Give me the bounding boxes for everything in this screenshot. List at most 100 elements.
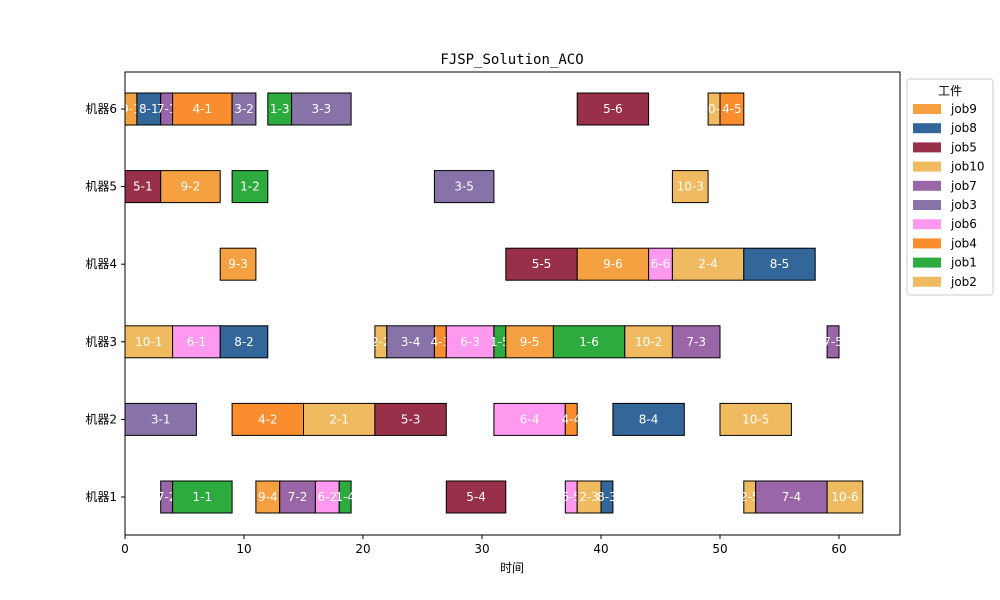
legend-item: job6: [913, 217, 977, 231]
legend-label: job3: [950, 198, 977, 212]
legend: 工件 job9 job8 job5 job10 job7 job3 job6 job4 job1 j…: [906, 78, 994, 296]
legend-label: job7: [950, 179, 977, 193]
operation-bar: 9-6: [576, 247, 650, 281]
x-tick-label: 40: [593, 542, 608, 556]
legend-swatch: [913, 257, 941, 268]
operation-bar-label: 10-2: [635, 335, 662, 349]
x-tick-label: 60: [831, 542, 846, 556]
operation-bar-label: 5-6: [603, 102, 623, 116]
operation-bar: 9-4: [255, 480, 281, 514]
operation-bar: 1-2: [231, 170, 269, 204]
y-tick-label: 机器3: [85, 335, 117, 349]
y-tick-label: 机器1: [85, 490, 117, 504]
operation-bar: 10-6: [826, 480, 864, 514]
operation-bar-label: 2-2: [371, 335, 391, 349]
operation-bar-rect: [374, 402, 447, 436]
operation-bar-rect: [671, 247, 745, 281]
operation-bar-rect: [719, 92, 745, 126]
operation-bar-rect: [826, 480, 864, 514]
operation-bar-rect: [576, 247, 650, 281]
operation-bar-label: 6-6: [651, 257, 671, 271]
operation-bar-label: 3-2: [234, 102, 254, 116]
legend-label: job8: [950, 121, 977, 135]
operation-bar: 6-4: [493, 402, 566, 436]
operation-bar-label: 8-5: [770, 257, 790, 271]
operation-bar-rect: [505, 247, 578, 281]
operation-bar-rect: [231, 402, 305, 436]
operation-bar: 5-5: [505, 247, 578, 281]
legend-swatch: [913, 161, 941, 172]
operation-bar-label: 1-1: [193, 490, 213, 504]
operation-bar: 7-3: [671, 325, 721, 359]
operation-bar-label: 9-5: [520, 335, 540, 349]
operation-bar: 9-2: [160, 170, 221, 204]
legend-label: job10: [950, 160, 985, 174]
legend-label: job1: [950, 256, 977, 270]
operation-bar: 3-1: [124, 402, 197, 436]
legend-item: job1: [913, 256, 977, 270]
operation-bar: 2-1: [303, 402, 376, 436]
y-tick-label: 机器6: [85, 102, 117, 116]
operation-bar-label: 6-5: [561, 490, 581, 504]
operation-bar-label: 1-2: [240, 180, 260, 194]
operation-bar-label: 2-3: [579, 490, 599, 504]
legend-swatch: [913, 238, 941, 249]
legend-swatch: [913, 180, 941, 191]
operation-bar: 5-3: [374, 402, 447, 436]
operation-bar-rect: [231, 92, 257, 126]
operation-bar-rect: [576, 92, 650, 126]
operation-bar-rect: [124, 325, 174, 359]
operation-bar: 7-2: [279, 480, 316, 514]
operation-bar-label: 7-3: [686, 335, 706, 349]
legend-item: job10: [913, 160, 985, 174]
operation-bar: 2-3: [576, 480, 602, 514]
operation-bar: 1-6: [552, 325, 626, 359]
operation-bar-rect: [172, 480, 233, 514]
x-axis-label: 时间: [500, 561, 524, 575]
operation-bar-rect: [600, 480, 614, 514]
plot-frame: [124, 71, 901, 536]
operation-bar-rect: [303, 402, 376, 436]
operation-bar: 6-3: [445, 325, 495, 359]
operation-bar-label: 10-6: [831, 490, 858, 504]
legend-label: job2: [950, 275, 977, 289]
operation-bar-rect: [564, 402, 578, 436]
operation-bar-rect: [612, 402, 685, 436]
operation-bar-label: 7-1: [157, 102, 177, 116]
operation-bar-rect: [445, 325, 495, 359]
operation-bar-label: 10-1: [135, 335, 162, 349]
operation-bar: 8-5: [743, 247, 816, 281]
operation-bar-label: 4-2: [258, 412, 278, 426]
legend-swatch: [913, 142, 941, 153]
x-tick-label: 20: [355, 542, 370, 556]
operation-bar: 3-5: [433, 170, 495, 204]
operation-bar: 10-1: [124, 325, 174, 359]
legend-label: job6: [950, 217, 977, 231]
operation-bar-label: 4-5: [722, 102, 742, 116]
operation-bar: 8-2: [219, 325, 269, 359]
operation-bar: 1-4: [335, 480, 355, 514]
operation-bar: 5-4: [445, 480, 507, 514]
operation-bar-label: 9-6: [603, 257, 623, 271]
legend-label: job4: [950, 236, 977, 250]
x-axis: 0 10 20 30 40 50 60: [121, 535, 847, 556]
legend-item: job8: [913, 121, 977, 135]
operation-bar-label: 3-5: [454, 180, 474, 194]
operation-bar-rect: [671, 170, 709, 204]
operation-bar: 3-3: [291, 92, 352, 126]
operation-bar-label: 9-4: [258, 490, 278, 504]
operation-bar-label: 7-5: [823, 335, 843, 349]
operation-bar-label: 5-1: [133, 180, 153, 194]
y-tick-label: 机器4: [85, 257, 117, 271]
operation-bar-label: 6-1: [187, 335, 207, 349]
operation-bar: 5-6: [576, 92, 650, 126]
operation-bar: 3-2: [231, 92, 257, 126]
y-tick-label: 机器5: [85, 180, 117, 194]
operation-bar-label: 7-2: [288, 490, 308, 504]
legend-item: job7: [913, 179, 977, 193]
operation-bar: 1-1: [172, 480, 233, 514]
operation-bar-label: 4-3: [431, 335, 451, 349]
operation-bar: 10-2: [624, 325, 673, 359]
operation-bar-rect: [719, 402, 792, 436]
legend-swatch: [913, 104, 941, 114]
